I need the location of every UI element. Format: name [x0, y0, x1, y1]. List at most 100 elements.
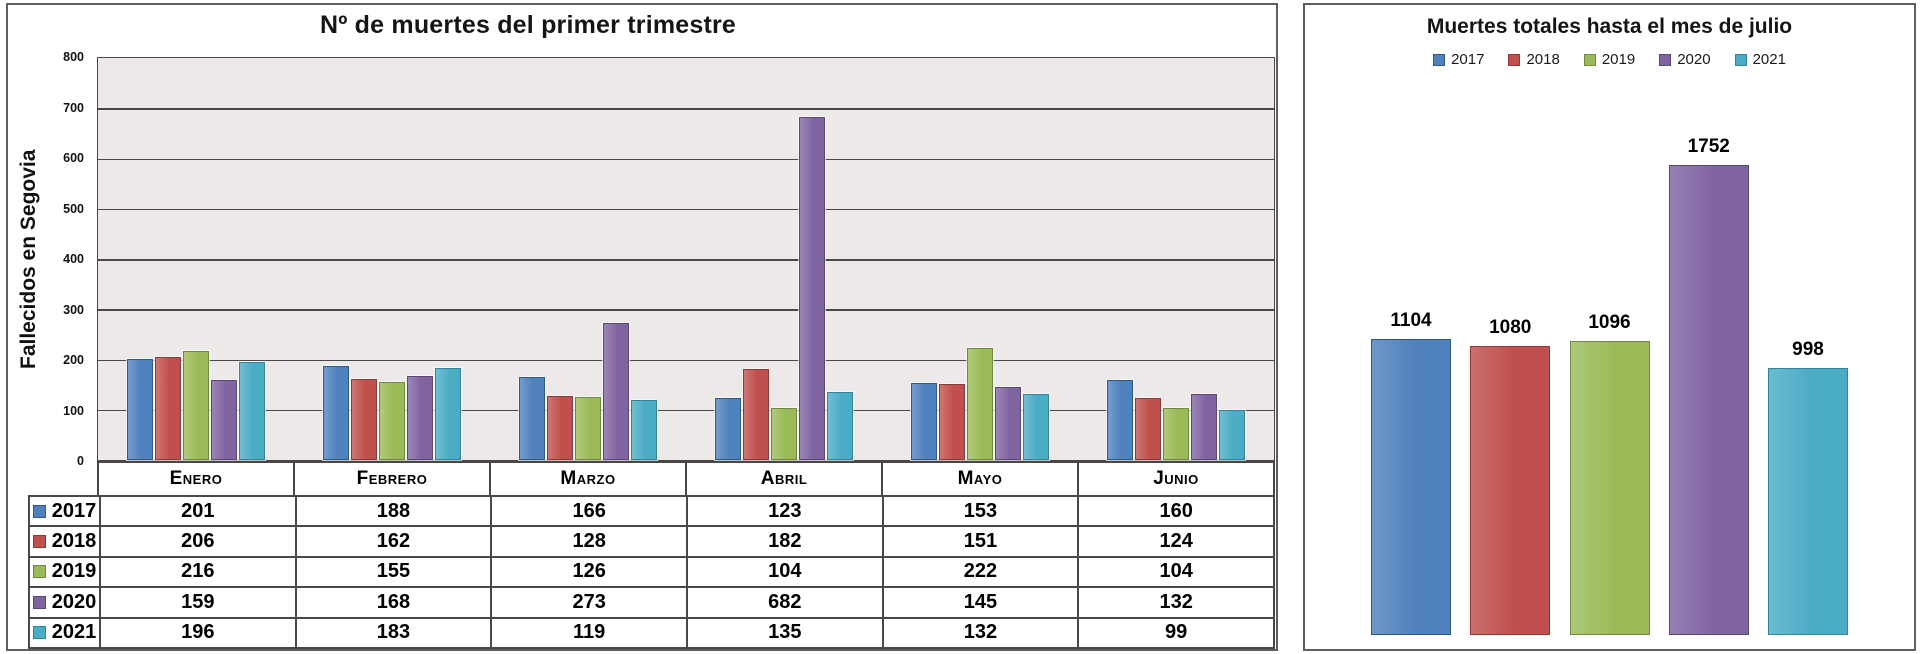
panel-left-chart: Nº de muertes del primer trimestre Falle…	[6, 3, 1278, 651]
bar-2018-mayo	[939, 384, 965, 460]
right-chart-legend: 2017 2018 2019 2020 2021	[1305, 51, 1914, 68]
table-cell-2018-abril: 182	[688, 527, 882, 556]
bar-group-mayo	[882, 58, 1078, 460]
y-tick-600: 600	[63, 151, 84, 165]
total-bar-label-2020: 1752	[1687, 136, 1730, 157]
bar-2021-enero	[239, 361, 265, 460]
legend-item-2021: 2021	[1734, 51, 1786, 68]
table-header-abril: Abril	[687, 463, 881, 495]
legend-label-2019: 2019	[51, 560, 97, 583]
bar-2017-enero	[127, 359, 153, 460]
legend-swatch-2018	[32, 535, 46, 549]
legend-swatch-2020	[32, 595, 46, 609]
legend-swatch-2018	[1508, 53, 1521, 66]
legend-label-2021: 2021	[51, 621, 97, 644]
table-header-enero: Enero	[99, 463, 293, 495]
table-cell-2017-abril: 123	[688, 497, 882, 526]
table-cell-2021-junio: 99	[1079, 618, 1273, 647]
bar-2020-enero	[211, 380, 237, 460]
bar-2020-mayo	[995, 387, 1021, 460]
bar-2021-febrero	[435, 368, 461, 460]
table-cell-2018-mayo: 151	[883, 527, 1078, 556]
table-cell-2018-enero: 206	[101, 527, 295, 556]
total-bar-label-2019: 1096	[1588, 312, 1631, 333]
legend-label-2020: 2020	[1677, 51, 1711, 68]
table-header-junio: Junio	[1079, 463, 1273, 495]
y-tick-800: 800	[63, 50, 84, 64]
table-header-row: Enero Febrero Marzo Abril Mayo Junio	[97, 461, 1275, 497]
bar-2020-abril	[799, 117, 825, 460]
y-tick-700: 700	[63, 101, 84, 115]
legend-swatch-2020	[1659, 53, 1672, 66]
legend-item-2019: 2019	[1583, 51, 1636, 68]
y-tick-400: 400	[63, 252, 84, 266]
bar-2020-marzo	[603, 322, 629, 460]
legend-swatch-2019	[1583, 53, 1596, 66]
legend-swatch-2017	[32, 504, 46, 518]
table-cell-2021-febrero: 183	[296, 618, 491, 647]
bar-2020-junio	[1191, 393, 1217, 460]
bar-group-febrero	[294, 58, 490, 460]
table-legend-2019: 2019	[30, 557, 99, 587]
right-chart-bars: 1104 1080 1096 1752 998	[1371, 95, 1848, 635]
bar-2017-junio	[1107, 379, 1133, 460]
total-column-2017: 1104	[1371, 310, 1451, 635]
y-tick-200: 200	[63, 353, 84, 367]
legend-label-2018: 2018	[51, 530, 97, 553]
legend-item-2020: 2020	[1659, 51, 1711, 68]
legend-label-2019: 2019	[1601, 51, 1636, 68]
total-bar-2019	[1569, 341, 1650, 635]
legend-swatch-2017	[1433, 53, 1446, 66]
table-cell-2020-enero: 159	[101, 588, 295, 617]
total-bar-2020	[1668, 165, 1749, 635]
table-cell-2017-marzo: 166	[492, 497, 686, 526]
right-chart-title: Muertes totales hasta el mes de julio	[1426, 15, 1793, 38]
gridline-400	[98, 259, 1274, 261]
table-cell-2019-marzo: 126	[492, 557, 686, 587]
table-cell-2017-mayo: 153	[883, 497, 1078, 526]
bar-2019-enero	[183, 351, 209, 460]
table-header-mayo: Mayo	[883, 463, 1077, 495]
gridline-600	[98, 158, 1274, 160]
legend-label-2020: 2020	[51, 590, 97, 613]
total-column-2018: 1080	[1470, 317, 1551, 635]
legend-item-2018: 2018	[1508, 51, 1560, 68]
bar-2018-junio	[1135, 397, 1161, 460]
gridline-100	[98, 409, 1274, 412]
bar-group-enero	[98, 58, 294, 460]
total-bar-2018	[1470, 346, 1551, 635]
table-cell-2018-febrero: 162	[296, 527, 491, 556]
gridline-500	[98, 208, 1274, 211]
table-legend-2021: 2021	[30, 618, 99, 647]
table-cell-2019-enero: 216	[101, 557, 295, 587]
table-cell-2019-febrero: 155	[296, 557, 491, 587]
bar-2017-abril	[715, 398, 741, 460]
left-chart-plot-area	[97, 57, 1275, 461]
total-column-2020: 1752	[1668, 136, 1749, 635]
total-bar-label-2017: 1104	[1390, 310, 1432, 331]
bar-2021-junio	[1219, 410, 1245, 460]
legend-swatch-2021	[32, 626, 46, 640]
table-cell-2019-junio: 104	[1079, 557, 1273, 587]
table-cell-2019-mayo: 222	[883, 557, 1078, 587]
table-cell-2021-marzo: 119	[492, 618, 686, 647]
table-cell-2020-abril: 682	[688, 588, 882, 617]
bar-group-junio	[1078, 58, 1274, 460]
bar-2017-febrero	[323, 365, 349, 460]
table-cell-2019-abril: 104	[688, 557, 882, 587]
table-legend-2018: 2018	[30, 527, 99, 556]
total-bar-2017	[1371, 339, 1451, 635]
gridline-300	[98, 309, 1274, 311]
table-header-febrero: Febrero	[295, 463, 489, 495]
left-chart-title: Nº de muertes del primer trimestre	[319, 11, 737, 39]
gridline-200	[98, 359, 1274, 361]
bar-2018-febrero	[351, 378, 377, 460]
bar-2021-marzo	[631, 400, 657, 460]
bar-2019-febrero	[379, 382, 405, 460]
total-column-2019: 1096	[1569, 312, 1650, 635]
bar-2020-febrero	[407, 375, 433, 460]
legend-item-2017: 2017	[1433, 51, 1484, 68]
bar-2019-abril	[771, 407, 797, 460]
table-cell-2020-mayo: 145	[883, 588, 1078, 617]
bar-2021-abril	[827, 392, 853, 460]
